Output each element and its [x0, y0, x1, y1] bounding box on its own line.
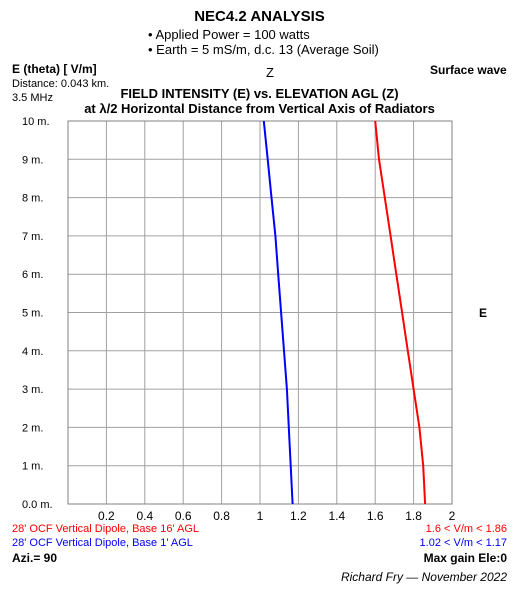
y-tick-label: 7 m.: [22, 231, 43, 243]
y-tick-label: 4 m.: [22, 346, 43, 358]
chart-title-line2: at λ/2 Horizontal Distance from Vertical…: [84, 101, 435, 116]
x-tick-label: 0.4: [136, 509, 153, 523]
y-tick-label: 10 m.: [22, 116, 50, 128]
x-tick-label: 1.8: [405, 509, 422, 523]
x-tick-label: 0.2: [98, 509, 115, 523]
y-tick-label: 1 m.: [22, 461, 43, 473]
x-tick-label: 1: [257, 509, 264, 523]
blue-range-label: 1.02 < V/m < 1.17: [419, 537, 507, 549]
legend-red-label: 28' OCF Vertical Dipole, Base 16' AGL: [12, 523, 200, 535]
bullet-power-text: Applied Power = 100 watts: [155, 27, 310, 42]
e-axis-letter: E: [479, 306, 488, 320]
z-axis-letter: Z: [266, 65, 274, 80]
y-tick-label: 9 m.: [22, 154, 43, 166]
x-tick-label: 1.6: [367, 509, 384, 523]
y-tick-label: 6 m.: [22, 269, 43, 281]
surface-wave-label: Surface wave: [430, 63, 507, 77]
series-blue-line: [262, 120, 294, 505]
y-tick-labels: 0.0 m. 1 m. 2 m. 3 m. 4 m. 5 m. 6 m. 7 m. 8 m. 9 …: [22, 116, 53, 511]
analysis-title: NEC4.2 ANALYSIS: [194, 8, 325, 25]
y-tick-label: 2 m.: [22, 422, 43, 434]
credit-label: Richard Fry — November 2022: [340, 570, 507, 584]
y-tick-label: 0.0 m.: [22, 499, 53, 511]
azimuth-label: Azi.= 90: [12, 551, 58, 565]
units-label: E (theta) [ V/m]: [12, 62, 97, 76]
x-tick-label: 0.6: [175, 509, 192, 523]
plot-border: [67, 120, 453, 505]
frequency-label: 3.5 MHz: [12, 92, 53, 104]
distance-label: Distance: 0.043 km.: [12, 78, 110, 90]
max-gain-label: Max gain Ele:0: [423, 551, 507, 565]
chart-grid: [67, 120, 453, 505]
chart-title-line1: FIELD INTENSITY (E) vs. ELEVATION AGL (Z…: [120, 86, 399, 101]
y-tick-label: 3 m.: [22, 384, 43, 396]
x-tick-label: 1.2: [290, 509, 307, 523]
series-red-line: [374, 120, 427, 505]
red-range-label: 1.6 < V/m < 1.86: [425, 523, 507, 535]
bullet-earth-text: Earth = 5 mS/m, d.c. 13 (Average Soil): [156, 42, 379, 57]
x-tick-label: 1.4: [328, 509, 345, 523]
y-tick-label: 5 m.: [22, 308, 43, 320]
legend-blue-label: 28' OCF Vertical Dipole, Base 1' AGL: [12, 537, 193, 549]
y-tick-label: 8 m.: [22, 193, 43, 205]
x-tick-label: 2: [449, 509, 456, 523]
series-lines: [262, 120, 427, 505]
bullet-power: • Applied Power = 100 watts: [148, 27, 310, 42]
bullet-earth: • Earth = 5 mS/m, d.c. 13 (Average Soil): [148, 42, 379, 57]
x-tick-label: 0.8: [213, 509, 230, 523]
x-tick-labels: 0.2 0.4 0.6 0.8 1 1.2 1.4 1.6 1.8 2: [98, 509, 456, 523]
